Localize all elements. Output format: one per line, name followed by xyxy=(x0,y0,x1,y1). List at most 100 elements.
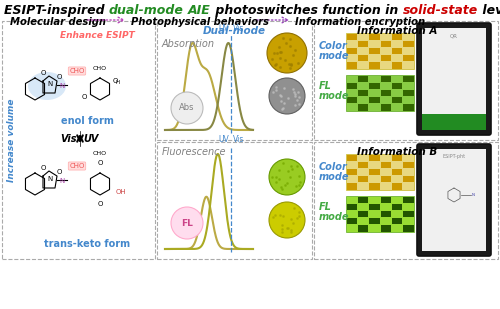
Text: UV: UV xyxy=(218,24,229,33)
Circle shape xyxy=(269,78,305,114)
FancyBboxPatch shape xyxy=(346,183,357,189)
Text: ESIPT-inspired: ESIPT-inspired xyxy=(4,4,109,17)
FancyBboxPatch shape xyxy=(346,204,357,210)
FancyBboxPatch shape xyxy=(358,225,368,231)
Circle shape xyxy=(269,159,305,195)
FancyBboxPatch shape xyxy=(392,218,402,224)
FancyBboxPatch shape xyxy=(369,204,380,210)
FancyBboxPatch shape xyxy=(346,33,414,69)
FancyBboxPatch shape xyxy=(157,142,312,259)
FancyBboxPatch shape xyxy=(314,142,498,259)
FancyBboxPatch shape xyxy=(346,154,414,190)
Text: O: O xyxy=(98,201,102,207)
Text: O: O xyxy=(40,70,46,76)
FancyBboxPatch shape xyxy=(392,62,402,69)
FancyBboxPatch shape xyxy=(417,144,491,256)
Circle shape xyxy=(267,33,307,73)
FancyBboxPatch shape xyxy=(2,21,155,259)
FancyBboxPatch shape xyxy=(403,211,413,217)
FancyBboxPatch shape xyxy=(380,176,391,182)
Text: FL: FL xyxy=(319,202,332,212)
Text: photoswitches function in: photoswitches function in xyxy=(211,4,402,17)
FancyBboxPatch shape xyxy=(422,149,486,251)
FancyBboxPatch shape xyxy=(369,48,380,54)
Text: QR: QR xyxy=(450,33,458,38)
Text: UV: UV xyxy=(83,133,98,143)
FancyBboxPatch shape xyxy=(358,176,368,182)
FancyBboxPatch shape xyxy=(422,114,486,130)
FancyBboxPatch shape xyxy=(369,154,380,161)
FancyBboxPatch shape xyxy=(314,21,498,140)
Ellipse shape xyxy=(28,72,66,100)
Text: enol form: enol form xyxy=(60,116,114,126)
FancyBboxPatch shape xyxy=(369,183,380,189)
Text: Absorption: Absorption xyxy=(162,39,215,49)
FancyBboxPatch shape xyxy=(380,162,391,168)
FancyBboxPatch shape xyxy=(422,28,486,130)
FancyBboxPatch shape xyxy=(380,90,391,96)
Text: O: O xyxy=(56,74,62,80)
FancyBboxPatch shape xyxy=(346,218,357,224)
FancyBboxPatch shape xyxy=(403,55,413,61)
FancyBboxPatch shape xyxy=(346,48,357,54)
FancyBboxPatch shape xyxy=(392,169,402,175)
FancyBboxPatch shape xyxy=(403,162,413,168)
Text: trans-keto form: trans-keto form xyxy=(44,239,130,249)
Text: Dual-mode: Dual-mode xyxy=(203,26,266,36)
Text: dual-mode: dual-mode xyxy=(109,4,184,17)
Text: N: N xyxy=(60,178,64,184)
FancyBboxPatch shape xyxy=(392,154,402,161)
Text: Abs: Abs xyxy=(179,104,195,112)
Text: N: N xyxy=(472,193,475,197)
Text: Vis: Vis xyxy=(233,135,244,144)
Text: N: N xyxy=(48,81,52,87)
Text: mode: mode xyxy=(319,51,350,61)
Text: UV: UV xyxy=(218,135,229,144)
FancyBboxPatch shape xyxy=(380,75,391,82)
FancyBboxPatch shape xyxy=(392,48,402,54)
FancyBboxPatch shape xyxy=(403,90,413,96)
Text: AIE: AIE xyxy=(188,4,211,17)
FancyBboxPatch shape xyxy=(392,97,402,103)
FancyBboxPatch shape xyxy=(346,154,357,161)
FancyBboxPatch shape xyxy=(403,197,413,203)
Text: O: O xyxy=(113,78,118,84)
FancyBboxPatch shape xyxy=(358,211,368,217)
FancyBboxPatch shape xyxy=(380,211,391,217)
FancyBboxPatch shape xyxy=(369,169,380,175)
FancyBboxPatch shape xyxy=(380,225,391,231)
FancyBboxPatch shape xyxy=(346,97,357,103)
FancyBboxPatch shape xyxy=(358,162,368,168)
Text: Information B: Information B xyxy=(356,147,437,157)
Circle shape xyxy=(171,92,203,124)
Text: Color: Color xyxy=(319,41,348,51)
Text: Enhance ESIPT: Enhance ESIPT xyxy=(60,31,134,40)
FancyBboxPatch shape xyxy=(358,41,368,47)
FancyBboxPatch shape xyxy=(358,104,368,111)
Text: CHO: CHO xyxy=(70,163,84,169)
FancyBboxPatch shape xyxy=(392,183,402,189)
FancyBboxPatch shape xyxy=(346,169,357,175)
Text: H: H xyxy=(116,81,120,86)
Text: Molecular design: Molecular design xyxy=(10,17,106,27)
Text: Vis: Vis xyxy=(233,24,244,33)
FancyBboxPatch shape xyxy=(380,41,391,47)
Text: Photophysical behaviors: Photophysical behaviors xyxy=(131,17,269,27)
FancyBboxPatch shape xyxy=(403,176,413,182)
FancyBboxPatch shape xyxy=(369,62,380,69)
Text: mode: mode xyxy=(319,172,350,182)
FancyBboxPatch shape xyxy=(157,21,312,140)
FancyBboxPatch shape xyxy=(392,33,402,40)
FancyBboxPatch shape xyxy=(346,196,414,232)
FancyBboxPatch shape xyxy=(403,104,413,111)
Text: O: O xyxy=(56,169,62,175)
FancyBboxPatch shape xyxy=(369,83,380,89)
Text: N: N xyxy=(60,83,64,89)
FancyBboxPatch shape xyxy=(369,218,380,224)
FancyBboxPatch shape xyxy=(403,75,413,82)
FancyBboxPatch shape xyxy=(358,55,368,61)
FancyBboxPatch shape xyxy=(358,75,368,82)
FancyBboxPatch shape xyxy=(403,41,413,47)
Text: Increase volume: Increase volume xyxy=(8,98,16,182)
FancyBboxPatch shape xyxy=(380,104,391,111)
